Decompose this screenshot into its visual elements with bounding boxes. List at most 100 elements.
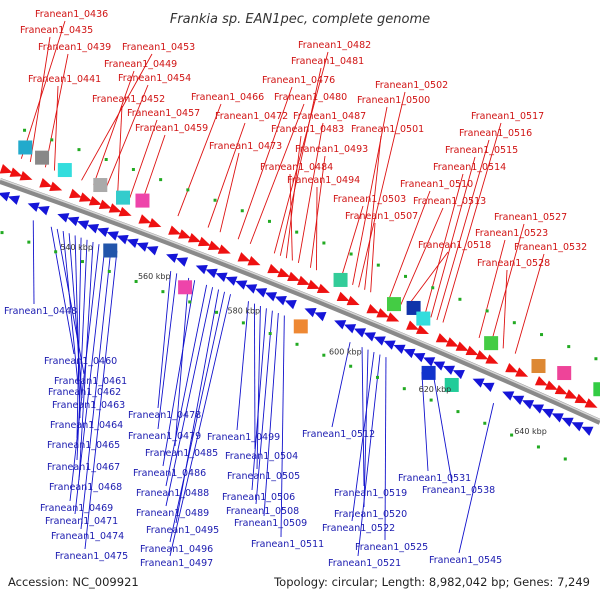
feature-block[interactable] xyxy=(57,163,72,178)
reverse-gene-arrow[interactable] xyxy=(96,227,109,237)
reverse-gene-arrow[interactable] xyxy=(215,272,228,282)
gene-label-forward[interactable]: Franean1_0452 xyxy=(92,94,165,105)
gene-label-forward[interactable]: Franean1_0532 xyxy=(514,242,587,253)
gene-label-reverse[interactable]: Franean1_0521 xyxy=(328,558,401,569)
gene-label-forward[interactable]: Franean1_0453 xyxy=(122,42,195,53)
reverse-gene-arrow[interactable] xyxy=(225,276,238,286)
forward-gene-arrow[interactable] xyxy=(217,244,231,254)
gene-label-forward[interactable]: Franean1_0493 xyxy=(295,144,368,155)
gene-label-forward[interactable]: Franean1_0457 xyxy=(127,108,200,119)
gene-label-forward[interactable]: Franean1_0481 xyxy=(291,56,364,67)
gene-label-forward[interactable]: Franean1_0466 xyxy=(191,92,264,103)
gene-label-reverse[interactable]: Franean1_0520 xyxy=(334,509,407,520)
forward-gene-arrow[interactable] xyxy=(178,229,192,239)
gene-label-forward[interactable]: Franean1_0507 xyxy=(345,211,418,222)
forward-gene-arrow[interactable] xyxy=(515,367,529,377)
reverse-gene-arrow[interactable] xyxy=(67,216,80,227)
forward-gene-arrow[interactable] xyxy=(366,303,380,314)
gene-label-forward[interactable]: Franean1_0501 xyxy=(351,124,424,135)
gene-label-forward[interactable]: Franean1_0483 xyxy=(271,124,344,135)
gene-label-reverse[interactable]: Franean1_0522 xyxy=(322,523,395,534)
forward-gene-arrow[interactable] xyxy=(78,192,92,202)
feature-block[interactable] xyxy=(444,377,459,392)
gene-label-reverse[interactable]: Franean1_0478 xyxy=(128,410,201,421)
gene-label-forward[interactable]: Franean1_0528 xyxy=(477,258,550,269)
reverse-gene-arrow[interactable] xyxy=(433,361,446,371)
forward-gene-arrow[interactable] xyxy=(316,283,330,293)
gene-label-forward[interactable]: Franean1_0436 xyxy=(35,9,108,20)
forward-gene-arrow[interactable] xyxy=(277,267,291,278)
reverse-gene-arrow[interactable] xyxy=(37,206,50,216)
feature-block[interactable] xyxy=(421,365,436,380)
reverse-gene-arrow[interactable] xyxy=(413,353,426,363)
feature-block[interactable] xyxy=(135,193,150,208)
reverse-gene-arrow[interactable] xyxy=(106,231,119,241)
forward-gene-arrow[interactable] xyxy=(306,279,320,289)
reverse-gene-arrow[interactable] xyxy=(423,357,436,367)
reverse-gene-arrow[interactable] xyxy=(166,253,179,263)
gene-label-reverse[interactable]: Franean1_0496 xyxy=(140,544,213,555)
forward-gene-arrow[interactable] xyxy=(0,164,13,174)
reverse-gene-arrow[interactable] xyxy=(57,213,70,223)
reverse-gene-arrow[interactable] xyxy=(531,404,544,414)
forward-gene-arrow[interactable] xyxy=(207,240,221,250)
gene-label-forward[interactable]: Franean1_0514 xyxy=(433,162,506,173)
reverse-gene-arrow[interactable] xyxy=(304,307,317,318)
reverse-gene-arrow[interactable] xyxy=(502,391,515,401)
feature-block[interactable] xyxy=(531,359,546,374)
reverse-gene-arrow[interactable] xyxy=(363,332,376,342)
forward-gene-arrow[interactable] xyxy=(118,206,132,217)
feature-block[interactable] xyxy=(416,311,431,326)
reverse-gene-arrow[interactable] xyxy=(195,264,208,275)
reverse-gene-arrow[interactable] xyxy=(245,284,258,294)
forward-gene-arrow[interactable] xyxy=(237,252,251,262)
reverse-gene-arrow[interactable] xyxy=(472,378,485,388)
gene-label-reverse[interactable]: Franean1_0504 xyxy=(225,451,298,462)
gene-label-reverse[interactable]: Franean1_0489 xyxy=(136,508,209,519)
gene-label-reverse[interactable]: Franean1_0469 xyxy=(40,503,113,514)
forward-gene-arrow[interactable] xyxy=(287,271,301,282)
gene-label-reverse[interactable]: Franean1_0461 xyxy=(54,376,127,387)
reverse-gene-arrow[interactable] xyxy=(314,311,327,322)
reverse-gene-arrow[interactable] xyxy=(235,280,248,290)
forward-gene-arrow[interactable] xyxy=(19,170,33,181)
reverse-gene-arrow[interactable] xyxy=(27,202,40,212)
feature-block[interactable] xyxy=(178,280,193,295)
gene-label-forward[interactable]: Franean1_0472 xyxy=(215,111,288,122)
forward-gene-arrow[interactable] xyxy=(247,256,261,266)
reverse-gene-arrow[interactable] xyxy=(334,320,347,330)
forward-gene-arrow[interactable] xyxy=(346,295,360,306)
gene-label-reverse[interactable]: Franean1_0468 xyxy=(49,482,122,493)
forward-gene-arrow[interactable] xyxy=(168,225,182,235)
forward-gene-arrow[interactable] xyxy=(415,324,429,334)
gene-label-forward[interactable]: Franean1_0484 xyxy=(260,162,333,173)
reverse-gene-arrow[interactable] xyxy=(383,340,396,350)
feature-block[interactable] xyxy=(116,190,131,205)
gene-label-forward[interactable]: Franean1_0480 xyxy=(274,92,347,103)
gene-label-reverse[interactable]: Franean1_0506 xyxy=(222,492,295,503)
reverse-gene-arrow[interactable] xyxy=(146,246,159,256)
forward-gene-arrow[interactable] xyxy=(534,376,548,386)
forward-gene-arrow[interactable] xyxy=(98,199,112,209)
reverse-gene-arrow[interactable] xyxy=(274,296,287,306)
forward-gene-arrow[interactable] xyxy=(455,341,469,351)
gene-label-forward[interactable]: Franean1_0527 xyxy=(494,212,567,223)
forward-gene-arrow[interactable] xyxy=(445,337,459,347)
reverse-gene-arrow[interactable] xyxy=(7,195,20,205)
gene-label-forward[interactable]: Franean1_0487 xyxy=(293,111,366,122)
gene-label-forward[interactable]: Franean1_0518 xyxy=(418,240,491,251)
gene-label-reverse[interactable]: Franean1_0497 xyxy=(140,558,213,569)
forward-gene-arrow[interactable] xyxy=(386,312,400,322)
gene-label-forward[interactable]: Franean1_0454 xyxy=(118,73,191,84)
gene-label-reverse[interactable]: Franean1_0511 xyxy=(251,539,324,550)
reverse-gene-arrow[interactable] xyxy=(373,336,386,346)
forward-gene-arrow[interactable] xyxy=(187,233,201,243)
gene-label-forward[interactable]: Franean1_0515 xyxy=(445,145,518,156)
reverse-gene-arrow[interactable] xyxy=(255,288,268,298)
forward-gene-arrow[interactable] xyxy=(376,308,390,318)
gene-label-reverse[interactable]: Franean1_0519 xyxy=(334,488,407,499)
gene-label-reverse[interactable]: Franean1_0479 xyxy=(128,431,201,442)
reverse-gene-arrow[interactable] xyxy=(264,292,278,302)
forward-gene-arrow[interactable] xyxy=(148,217,162,228)
reverse-gene-arrow[interactable] xyxy=(571,422,584,432)
